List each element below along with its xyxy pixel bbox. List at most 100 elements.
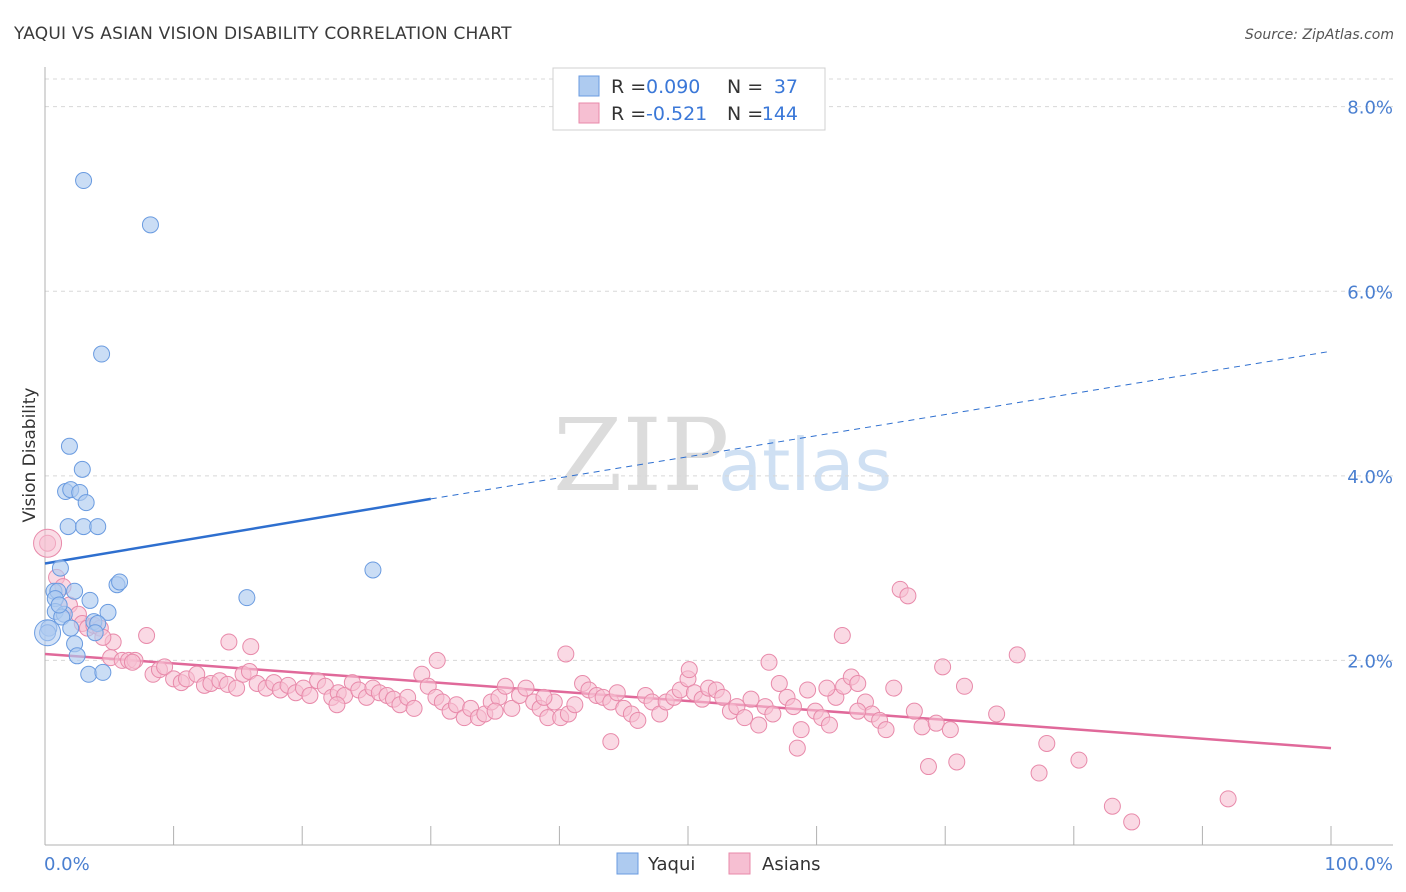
yaqui-point: [51, 559, 69, 577]
asians-point: [849, 702, 867, 720]
bottom-legend-swatch-asians: [728, 852, 751, 875]
watermark-atlas: atlas: [718, 423, 892, 507]
asians-point: [799, 681, 817, 699]
asians-point: [941, 721, 959, 739]
asians-point: [820, 716, 838, 734]
asians-point: [123, 653, 141, 671]
yaqui-point: [99, 603, 117, 621]
asians-point: [535, 688, 553, 706]
yaqui-trend-line: [44, 497, 432, 565]
asians-point: [764, 705, 782, 723]
asians-point: [849, 674, 867, 692]
asians-point: [503, 699, 521, 717]
asians-point: [736, 709, 754, 727]
watermark: ZIP atlas: [553, 397, 892, 514]
yaqui-point: [60, 437, 78, 455]
yaqui-point: [68, 647, 86, 665]
bottom-legend-swatch-yaqui: [616, 852, 639, 875]
yaqui-point: [75, 518, 93, 536]
bottom-legend-label-yaqui: Yaqui: [647, 854, 695, 875]
y-tick-label: 8.0%: [1347, 98, 1393, 119]
yaqui-point: [111, 573, 129, 591]
asians-point: [566, 696, 584, 714]
asians-point: [496, 677, 514, 695]
x-tick-label: 0.0%: [44, 854, 90, 875]
yaqui-trend-extension: [430, 350, 1332, 500]
legend-r-value-asians: -0.521: [646, 103, 707, 125]
asians-point: [629, 711, 647, 729]
asians-point: [240, 662, 258, 680]
asians-point: [680, 661, 698, 679]
y-tick-label: 2.0%: [1347, 651, 1393, 672]
legend-swatch-yaqui: [578, 75, 600, 97]
asians-point: [750, 716, 768, 734]
yaqui-point: [75, 172, 93, 190]
yaqui-point: [50, 596, 68, 614]
asians-point: [602, 733, 620, 751]
legend-r-value-yaqui: 0.090: [646, 76, 700, 98]
asians-point: [948, 753, 966, 771]
asians-point: [934, 658, 952, 676]
asians-point: [428, 651, 446, 669]
asians-point: [833, 627, 851, 645]
chart-title: YAQUI VS ASIAN VISION DISABILITY CORRELA…: [13, 24, 512, 44]
asians-point: [742, 690, 760, 708]
asians-point: [33, 528, 63, 558]
x-tick-label: 100.0%: [1324, 854, 1393, 875]
asians-point: [955, 677, 973, 695]
legend-swatch-asians: [578, 102, 600, 124]
legend-n-label-asians: N =: [727, 103, 763, 125]
asians-point: [486, 702, 504, 720]
legend: R = 0.090 N = 37 R = -0.521 N = 144: [552, 67, 826, 131]
asians-point: [913, 718, 931, 736]
bottom-legend: Yaqui Asians: [616, 852, 821, 875]
asians-point: [1030, 764, 1048, 782]
asians-point: [405, 699, 423, 717]
asians-point: [792, 721, 810, 739]
y-axis-label: Vision Disability: [20, 388, 40, 523]
yaqui-point: [59, 518, 77, 536]
legend-r-label-yaqui: R =: [611, 76, 646, 98]
watermark-zip: ZIP: [553, 397, 729, 514]
asians-point: [1038, 734, 1056, 752]
legend-n-value-asians: 144: [762, 103, 798, 125]
yaqui-point: [238, 589, 256, 607]
asians-point: [557, 645, 575, 663]
yaqui-point: [86, 624, 104, 642]
axes: [44, 67, 1393, 846]
chart-source: Source: ZipAtlas.com: [1245, 27, 1394, 43]
data-points: [33, 172, 1237, 831]
asians-trend-line: [44, 652, 1332, 750]
yaqui-point: [364, 561, 382, 579]
asians-point: [788, 739, 806, 757]
bottom-legend-label-asians: Asians: [762, 854, 821, 875]
yaqui-point: [34, 619, 62, 647]
y-tick-label: 6.0%: [1347, 282, 1393, 303]
asians-point: [138, 627, 156, 645]
asians-point: [1103, 797, 1121, 815]
yaqui-point: [141, 216, 159, 234]
asians-point: [760, 653, 778, 671]
asians-point: [899, 587, 917, 605]
asians-point: [1008, 646, 1026, 664]
asians-point: [905, 702, 923, 720]
y-tick-label: 4.0%: [1347, 467, 1393, 488]
yaqui-point: [77, 494, 95, 512]
yaqui-point: [94, 663, 112, 681]
asians-point: [885, 679, 903, 697]
asians-point: [517, 679, 535, 697]
yaqui-point: [80, 665, 98, 683]
asians-point: [328, 696, 346, 714]
yaqui-point: [62, 619, 80, 637]
legend-n-label-yaqui: N =: [727, 76, 763, 98]
yaqui-point: [89, 518, 107, 536]
asians-point: [770, 674, 788, 692]
asians-point: [1219, 790, 1237, 808]
asians-point: [919, 758, 937, 776]
asians-point: [988, 705, 1006, 723]
yaqui-point: [81, 591, 99, 609]
yaqui-point: [73, 460, 91, 478]
asians-point: [156, 658, 174, 676]
asians-point: [228, 679, 246, 697]
